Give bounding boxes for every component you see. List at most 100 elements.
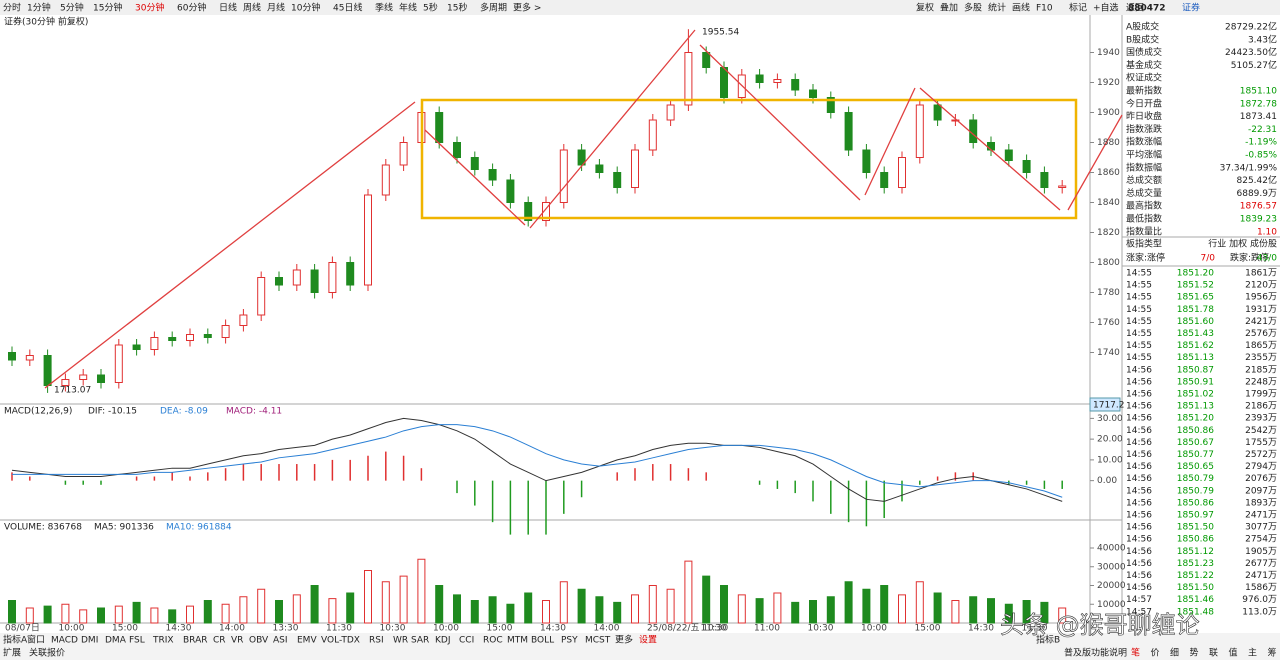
side-tab[interactable]: 笔 (1131, 647, 1140, 659)
volume-bar (168, 609, 177, 624)
indicator-tab[interactable]: VOL-TDX (321, 636, 360, 646)
side-tab[interactable]: 细 (1170, 647, 1179, 659)
bottom-tab[interactable]: 关联报价 (29, 647, 65, 659)
toolbar-tab[interactable]: 周线 (243, 2, 261, 14)
indicator-tab[interactable]: VR (231, 636, 243, 646)
indicator-tab[interactable]: DMA (105, 636, 127, 646)
x-tick-label: 14:30 (968, 624, 994, 634)
candle-body (346, 262, 355, 286)
panel-value: -22.31 (1248, 125, 1277, 135)
toolbar-tab[interactable]: 5秒 (423, 2, 438, 14)
indicator-tab[interactable]: BOLL (531, 636, 554, 646)
indicator-tab[interactable]: 指标A (3, 634, 28, 646)
volume-bar (97, 607, 105, 624)
panel-label: 昨日收盘 (1126, 110, 1162, 122)
indicator-tab[interactable]: 更多 (615, 634, 633, 646)
x-tick-label: 11:30 (326, 624, 352, 634)
toolbar-tab[interactable]: 多周期 (480, 2, 507, 14)
toolbar-tab[interactable]: 30分钟 (135, 2, 164, 14)
toolbar-button[interactable]: 多股 (964, 2, 982, 14)
toolbar-button[interactable]: 标记 (1069, 2, 1087, 14)
side-tab[interactable]: 联 (1209, 648, 1218, 659)
trade-volume: 2393万 (1245, 414, 1277, 424)
trade-time: 14:55 (1126, 353, 1152, 363)
toolbar-tab[interactable]: 日线 (219, 2, 237, 14)
bottom-tab[interactable]: 扩展 (3, 647, 21, 659)
indicator-tab[interactable]: WR (393, 636, 408, 646)
volume-bar (595, 596, 604, 624)
indicator-tab[interactable]: TRIX (152, 636, 174, 646)
help-link[interactable]: 普及版功能说明 (1064, 647, 1127, 659)
indicator-tab[interactable]: EMV (297, 636, 317, 646)
candle-body (328, 262, 337, 293)
x-tick-label: 14:00 (219, 624, 245, 634)
toolbar-tab[interactable]: 分时 (3, 2, 21, 14)
toolbar-button[interactable]: 返回 (1126, 2, 1144, 14)
watermark: 头条 @猴哥聊缠论 (1000, 611, 1200, 639)
candle-body (666, 104, 675, 121)
indicator-tab[interactable]: RSI (369, 636, 384, 646)
candle-body (43, 355, 52, 386)
indicator-tab[interactable]: BRAR (183, 636, 207, 646)
toolbar-tab[interactable]: 5分钟 (60, 2, 84, 14)
x-tick-label: 13:30 (273, 624, 299, 634)
trade-price: 1850.79 (1177, 486, 1214, 496)
volume-bar (275, 600, 283, 624)
indicator-tab[interactable]: 设置 (639, 635, 657, 646)
trade-time: 14:56 (1126, 377, 1152, 387)
candle-body (684, 52, 693, 106)
toolbar-tab[interactable]: 15秒 (447, 2, 467, 14)
indicator-tab[interactable]: PSY (561, 636, 578, 646)
toolbar-tab[interactable]: 1分钟 (27, 2, 51, 14)
indicator-tab[interactable]: MACD (51, 636, 78, 646)
side-tab[interactable]: 势 (1190, 647, 1199, 659)
indicator-tab[interactable]: ASI (273, 636, 288, 646)
toolbar-button[interactable]: 画线 (1012, 2, 1030, 14)
y-tick-label: 20000 (1097, 581, 1126, 591)
toolbar-tab[interactable]: 15分钟 (93, 2, 122, 14)
panel-label: 基金成交 (1126, 59, 1162, 71)
side-tab[interactable]: 筹 (1268, 647, 1277, 659)
toolbar-tab[interactable]: 更多 > (513, 2, 541, 14)
macd-header: MACD(12,26,9) (4, 407, 72, 417)
trade-time: 14:56 (1126, 462, 1152, 472)
toolbar-tab[interactable]: 45日线 (333, 2, 362, 14)
indicator-tab[interactable]: CR (213, 636, 226, 646)
indicator-tab[interactable]: OBV (249, 636, 269, 646)
side-tab[interactable]: 主 (1248, 647, 1257, 659)
toolbar-tab[interactable]: 月线 (267, 2, 285, 14)
toolbar-button[interactable]: 叠加 (940, 3, 958, 14)
indicator-tab[interactable]: DMI (81, 636, 98, 646)
indicator-tab[interactable]: 指标B (1036, 634, 1060, 646)
toolbar-tab[interactable]: 季线 (375, 2, 393, 14)
trade-price: 1851.20 (1177, 414, 1214, 424)
candle-body (132, 344, 141, 350)
y-tick-label: 1820 (1097, 228, 1120, 238)
side-tab[interactable]: 价 (1151, 648, 1160, 659)
side-tab[interactable]: 值 (1229, 647, 1238, 659)
trade-time: 14:56 (1126, 402, 1152, 412)
trade-price: 1850.79 (1177, 474, 1214, 484)
candle-body (150, 337, 159, 350)
trade-volume: 1893万 (1245, 498, 1277, 508)
indicator-tab[interactable]: SAR (411, 636, 429, 646)
toolbar-tab[interactable]: 年线 (399, 2, 417, 14)
indicator-tab[interactable]: FSL (129, 636, 145, 646)
indicator-tab[interactable]: ROC (483, 636, 503, 646)
indicator-tab[interactable]: MTM (507, 636, 528, 646)
indicator-tab[interactable]: 窗口 (27, 634, 45, 646)
volume-bar (8, 600, 16, 624)
toolbar-button[interactable]: +自选 (1093, 2, 1119, 14)
toolbar-tab[interactable]: 10分钟 (291, 2, 320, 14)
indicator-tab[interactable]: KDJ (435, 636, 451, 646)
trade-volume: 1861万 (1245, 269, 1277, 279)
toolbar-button[interactable]: 统计 (988, 2, 1006, 14)
toolbar-tab[interactable]: 60分钟 (177, 2, 206, 14)
toolbar-button[interactable]: F10 (1036, 4, 1053, 14)
y-tick-label: 30000 (1097, 562, 1126, 572)
trade-time: 14:56 (1126, 571, 1152, 581)
indicator-tab[interactable]: MCST (585, 636, 611, 646)
toolbar-button[interactable]: 复权 (916, 2, 934, 14)
indicator-tab[interactable]: CCI (459, 636, 474, 646)
